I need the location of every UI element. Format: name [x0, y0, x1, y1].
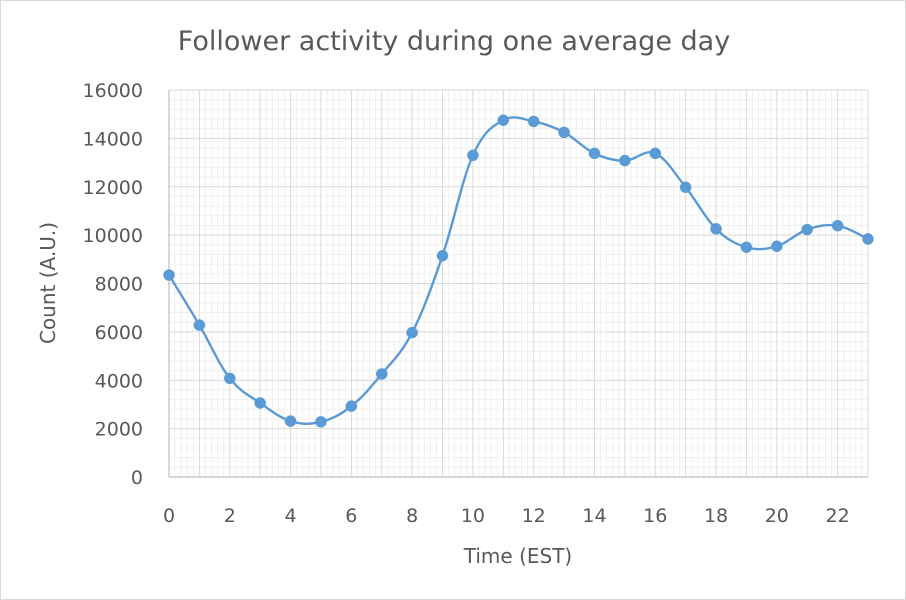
y-tick-label: 4000	[95, 370, 143, 392]
data-point	[315, 416, 327, 428]
series-line	[167, 116, 869, 425]
data-point	[740, 241, 753, 253]
data-point	[527, 115, 540, 128]
data-point	[224, 372, 236, 385]
y-tick-label: 16000	[83, 80, 143, 102]
data-point	[588, 147, 601, 160]
data-point	[254, 397, 266, 409]
x-axis-label: Time (EST)	[463, 544, 572, 568]
data-point	[649, 147, 661, 160]
tick-labels: 0 2000 4000 6000 8000 10000 12000 14000 16000 0 2 4…	[83, 80, 850, 527]
data-point	[771, 240, 783, 252]
data-point	[619, 154, 631, 167]
data-point	[406, 326, 418, 339]
x-tick-label: 10	[461, 505, 485, 527]
x-tick-label: 14	[582, 505, 606, 527]
y-tick-label: 2000	[95, 419, 143, 441]
data-point	[710, 223, 722, 235]
x-tick-label: 6	[345, 505, 357, 527]
x-tick-label: 22	[826, 505, 850, 527]
x-tick-label: 0	[163, 505, 175, 527]
data-point	[284, 415, 297, 427]
gridlines	[168, 89, 869, 478]
data-point	[831, 219, 844, 232]
data-point	[801, 223, 813, 236]
data-point	[345, 400, 358, 412]
y-tick-label: 0	[131, 467, 143, 489]
y-tick-label: 10000	[83, 225, 143, 247]
x-tick-label: 18	[704, 505, 728, 527]
data-point	[436, 249, 449, 262]
x-tick-label: 2	[224, 505, 236, 527]
data-point	[376, 368, 388, 380]
plot-series	[163, 114, 874, 428]
y-tick-label: 6000	[95, 322, 143, 344]
x-tick-label: 20	[765, 505, 789, 527]
axes	[168, 90, 868, 478]
data-point	[467, 149, 479, 162]
y-tick-label: 8000	[95, 274, 143, 296]
y-tick-label: 14000	[83, 128, 143, 150]
y-tick-label: 12000	[83, 177, 143, 199]
data-point	[497, 114, 510, 126]
data-point	[163, 269, 175, 281]
data-point	[679, 181, 692, 193]
chart-title: Follower activity during one average day	[178, 26, 730, 57]
y-axis-label: Count (A.U.)	[36, 222, 60, 344]
x-tick-label: 4	[285, 505, 297, 527]
x-tick-label: 12	[522, 505, 546, 527]
data-point	[862, 233, 874, 245]
x-tick-label: 8	[406, 505, 418, 527]
data-point	[558, 126, 570, 139]
data-point	[193, 319, 206, 331]
x-tick-label: 16	[643, 505, 667, 527]
